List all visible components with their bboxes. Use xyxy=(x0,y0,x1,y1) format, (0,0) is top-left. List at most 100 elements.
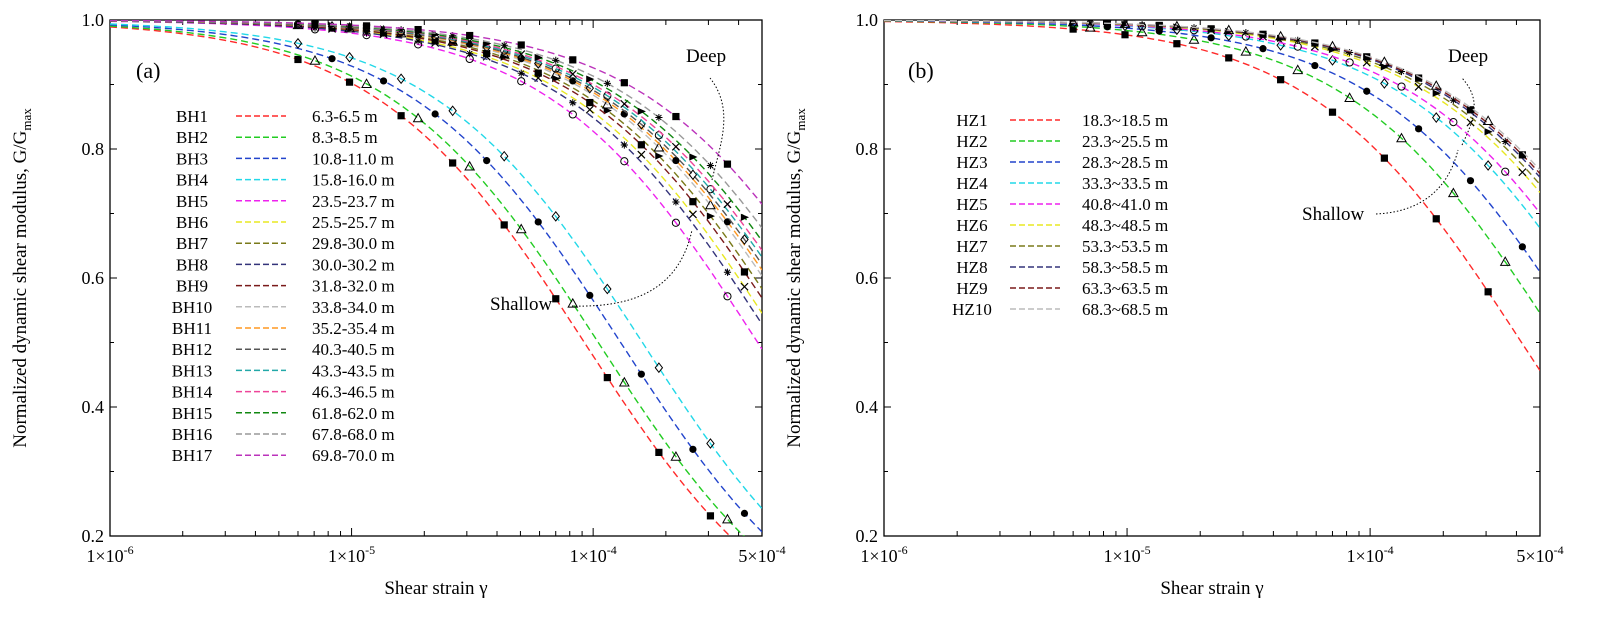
data-point-BH15 xyxy=(534,53,543,62)
data-point-BH5 xyxy=(517,77,526,86)
series-curve-HZ4 xyxy=(884,20,1540,229)
legend-depth: 68.3~68.5 m xyxy=(1082,300,1168,319)
data-point-BH3 xyxy=(483,157,491,165)
data-point-BH9 xyxy=(379,29,388,37)
data-point-HZ7 xyxy=(1484,128,1493,136)
data-point-BH3 xyxy=(689,445,697,453)
data-point-HZ1 xyxy=(1328,108,1337,116)
y-axis-label-subscript: max xyxy=(19,108,34,131)
legend-name: BH1 xyxy=(176,107,208,126)
annotation-shallow: Shallow xyxy=(490,294,553,315)
data-point-BH4 xyxy=(448,105,457,117)
data-point-HZ3 xyxy=(1207,34,1215,42)
data-point-BH15 xyxy=(586,75,595,83)
legend-depth: 69.8-70.0 m xyxy=(312,446,395,465)
x-tick-exponent: -5 xyxy=(1141,543,1151,557)
series-curve-BH17 xyxy=(110,20,762,205)
legend-name: HZ3 xyxy=(956,153,987,172)
data-point-HZ2 xyxy=(1292,64,1304,75)
legend-depth: 28.3~28.5 m xyxy=(1082,153,1168,172)
data-point-HZ10 xyxy=(1171,20,1183,31)
legend-depth: 53.3~53.5 m xyxy=(1082,237,1168,256)
y-tick-label: 0.6 xyxy=(82,268,105,288)
legend-name: BH10 xyxy=(172,298,213,317)
series-curve-HZ1 xyxy=(884,20,1540,371)
data-point-BH8 xyxy=(466,50,474,58)
data-point-BH12 xyxy=(585,82,595,94)
data-point-BH2 xyxy=(464,160,476,171)
data-point-BH8 xyxy=(569,99,577,107)
data-point-BH4 xyxy=(551,210,561,222)
data-point-BH16 xyxy=(500,41,508,49)
data-point-BH17 xyxy=(569,56,577,64)
data-point-HZ2 xyxy=(1344,92,1356,102)
data-point-BH1 xyxy=(552,295,560,303)
legend-depth: 8.3-8.5 m xyxy=(312,128,378,147)
panel-a: 0.20.40.60.81.01×10-6 1×10-5 1×10-4 5×10-4S… xyxy=(10,10,786,599)
data-point-HZ8 xyxy=(1294,36,1302,44)
series-curve-BH5 xyxy=(110,20,762,350)
data-point-HZ5 xyxy=(1345,58,1354,67)
x-axis-label: Shear strain γ xyxy=(384,578,487,599)
x-tick-label: 1×10-4 xyxy=(1347,543,1394,566)
legend-name: BH2 xyxy=(176,128,208,147)
legend-depth: 40.8~41.0 m xyxy=(1082,195,1168,214)
y-tick-label: 0.4 xyxy=(856,397,879,417)
data-point-HZ5 xyxy=(1397,82,1406,91)
data-point-BH12 xyxy=(688,169,698,181)
shallow-arrow xyxy=(571,229,693,307)
data-point-BH1 xyxy=(345,78,354,86)
data-point-BH11 xyxy=(672,156,680,165)
data-point-BH8 xyxy=(414,37,422,45)
data-point-BH14 xyxy=(671,142,680,151)
data-point-BH3 xyxy=(586,291,594,299)
data-point-BH1 xyxy=(294,55,302,64)
data-point-BH17 xyxy=(414,25,422,34)
y-tick-label: 0.2 xyxy=(856,526,879,546)
data-point-HZ8 xyxy=(1242,28,1250,37)
legend-name: HZ6 xyxy=(956,216,987,235)
data-point-HZ3 xyxy=(1155,27,1163,35)
data-point-BH6 xyxy=(585,105,594,114)
legend-name: BH6 xyxy=(176,213,208,232)
data-point-HZ1 xyxy=(1225,54,1233,62)
data-point-BH4 xyxy=(293,37,303,49)
series-curve-HZ8 xyxy=(884,20,1540,178)
data-point-BH10 xyxy=(653,141,665,152)
data-point-BH3 xyxy=(637,370,645,378)
data-point-BH9 xyxy=(689,198,697,206)
data-point-BH3 xyxy=(740,509,749,517)
data-point-BH2 xyxy=(567,297,579,308)
data-point-BH6 xyxy=(688,210,697,219)
data-point-BH1 xyxy=(706,512,715,520)
data-point-HZ1 xyxy=(1069,25,1077,33)
data-point-BH4 xyxy=(345,51,354,63)
data-point-BH5 xyxy=(671,218,680,227)
data-point-BH2 xyxy=(618,376,630,387)
legend-depth: 35.2-35.4 m xyxy=(312,319,395,338)
legend-depth: 33.8-34.0 m xyxy=(312,298,395,317)
data-point-BH2 xyxy=(670,451,682,461)
data-point-HZ8 xyxy=(1086,20,1094,27)
annotation-deep: Deep xyxy=(1448,46,1488,67)
x-axis-label: Shear strain γ xyxy=(1160,578,1263,599)
legend-name: BH15 xyxy=(172,404,213,423)
annotation-shallow: Shallow xyxy=(1302,204,1365,225)
y-tick-label: 0.8 xyxy=(82,139,105,159)
data-point-HZ2 xyxy=(1188,34,1200,44)
data-point-BH9 xyxy=(637,141,645,149)
data-point-HZ4 xyxy=(1380,77,1389,89)
data-point-BH16 xyxy=(603,79,611,88)
data-point-BH3 xyxy=(379,77,388,85)
x-tick-base: 1×10 xyxy=(860,546,897,566)
legend-name: BH14 xyxy=(172,383,213,402)
data-point-BH8 xyxy=(362,29,371,37)
data-point-HZ10 xyxy=(1275,30,1287,41)
data-point-BH4 xyxy=(499,150,509,162)
data-point-BH3 xyxy=(328,55,336,63)
data-point-BH4 xyxy=(603,283,612,295)
data-point-HZ10 xyxy=(1223,24,1235,35)
data-point-BH9 xyxy=(586,98,594,107)
data-point-HZ3 xyxy=(1311,61,1319,70)
data-point-BH16 xyxy=(552,56,560,64)
